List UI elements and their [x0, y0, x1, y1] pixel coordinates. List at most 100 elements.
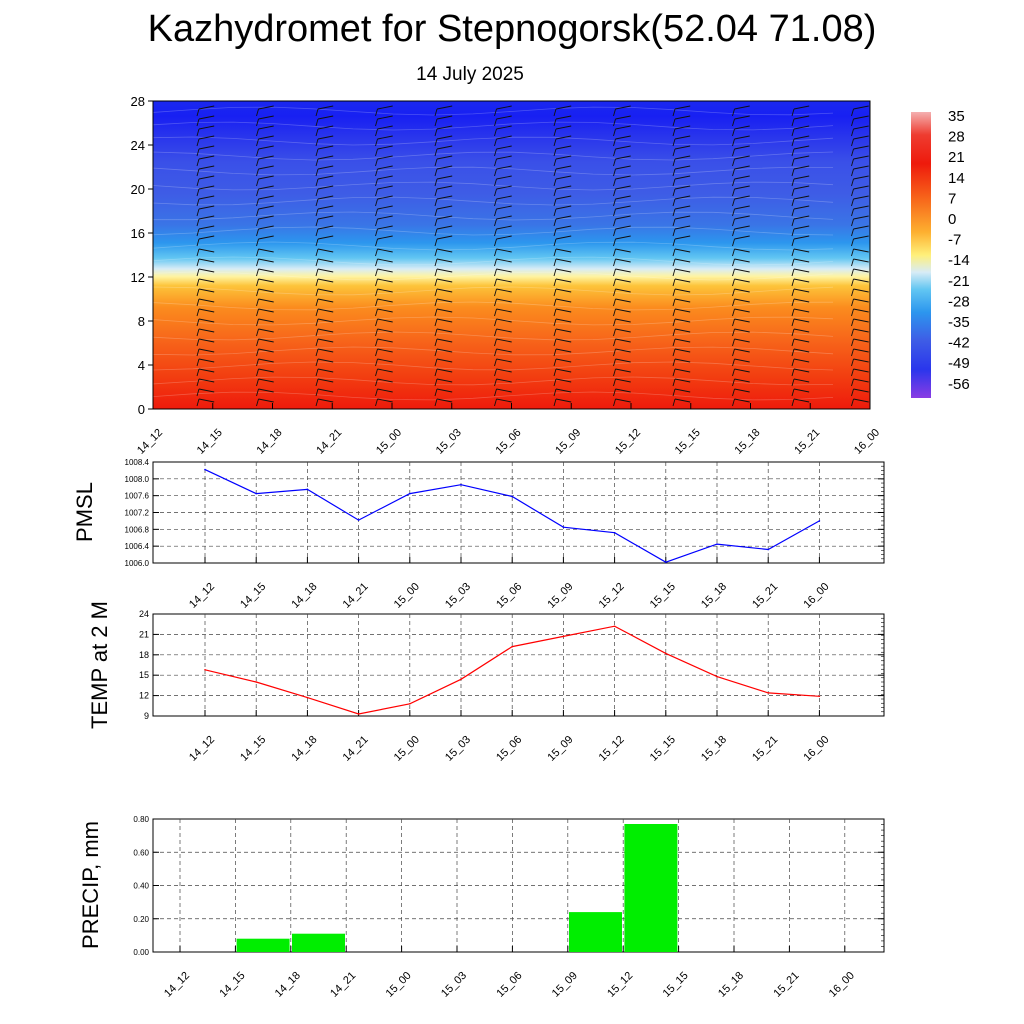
- wind-barb-flag: [732, 398, 735, 407]
- heatmap-xtick-label: 15_09: [553, 427, 583, 457]
- wind-barb-flag: [732, 228, 735, 237]
- precip-xtick-label: 15_12: [605, 970, 635, 1000]
- wind-barb: [258, 308, 274, 313]
- heatmap-xtick-label: 15_03: [434, 427, 464, 457]
- wind-barb-flag: [791, 108, 795, 117]
- wind-barb-flag: [613, 238, 616, 247]
- wind-barb: [793, 298, 810, 303]
- pmsl-ylabel: PMSL: [72, 482, 97, 542]
- wind-barb: [377, 298, 393, 303]
- wind-barb: [377, 308, 393, 313]
- heatmap-ytick-label: 28: [131, 94, 145, 109]
- wind-barb: [317, 298, 334, 303]
- wind-barb-flag: [672, 358, 676, 367]
- wind-barb: [496, 235, 512, 240]
- wind-barb: [615, 175, 631, 180]
- wind-barb: [198, 215, 215, 220]
- wind-barb: [674, 165, 691, 170]
- wind-barb: [555, 378, 572, 383]
- wind-barb: [198, 248, 215, 253]
- wind-barb-flag: [315, 238, 319, 247]
- wind-barb: [674, 175, 691, 180]
- wind-barb: [436, 145, 453, 150]
- wind-barb-flag: [613, 368, 616, 377]
- wind-barb-flag: [434, 198, 438, 207]
- wind-barb: [793, 155, 810, 160]
- wind-barb-flag: [196, 118, 200, 127]
- wind-barb: [853, 125, 869, 130]
- wind-barb-flag: [494, 198, 497, 207]
- wind-barb-flag: [791, 138, 795, 147]
- wind-barb-flag: [732, 328, 735, 337]
- wind-barb-flag: [196, 388, 200, 397]
- wind-barb-flag: [315, 258, 319, 267]
- contour-line: [152, 121, 834, 131]
- temp-point: [255, 681, 257, 683]
- wind-barb: [317, 328, 334, 333]
- wind-barb-flag: [791, 258, 795, 267]
- wind-barb-flag: [553, 388, 557, 397]
- wind-barb-flag: [851, 328, 854, 337]
- wind-barb-flag: [732, 288, 735, 297]
- wind-barb: [377, 288, 393, 293]
- wind-barb-flag: [732, 338, 735, 347]
- wind-barb-flag: [494, 108, 497, 117]
- wind-barb: [555, 348, 572, 353]
- contour-line: [152, 391, 834, 401]
- contour-line: [152, 271, 834, 281]
- wind-barb-flag: [732, 128, 735, 137]
- wind-barb: [258, 205, 274, 210]
- wind-barb: [793, 358, 810, 363]
- wind-barb: [377, 155, 393, 160]
- wind-barb: [555, 215, 572, 220]
- wind-barb: [674, 318, 691, 323]
- wind-barb: [615, 135, 631, 140]
- wind-barb-flag: [315, 378, 319, 387]
- heatmap-xtick-label: 15_18: [733, 427, 763, 457]
- wind-barb-flag: [196, 328, 200, 337]
- wind-barb: [734, 328, 750, 333]
- wind-barb-flag: [791, 228, 795, 237]
- wind-barb-flag: [434, 328, 438, 337]
- wind-barb: [496, 105, 512, 110]
- colorbar-label: -28: [948, 293, 970, 310]
- wind-barb: [377, 225, 393, 230]
- wind-barb-flag: [851, 278, 854, 287]
- pmsl-point: [460, 483, 462, 486]
- wind-barb-flag: [375, 208, 378, 217]
- wind-barb-flag: [851, 228, 854, 237]
- wind-barb: [377, 215, 393, 220]
- wind-barb: [793, 398, 810, 403]
- wind-barb-flag: [494, 278, 497, 287]
- wind-barb: [555, 258, 572, 263]
- wind-barb-flag: [851, 318, 854, 327]
- contour-line: [152, 241, 834, 251]
- wind-barb-flag: [613, 218, 616, 227]
- wind-barb: [793, 318, 810, 323]
- wind-barb: [674, 195, 691, 200]
- wind-barb-flag: [791, 248, 795, 257]
- wind-barb-flag: [256, 338, 259, 347]
- wind-barb: [674, 288, 691, 293]
- wind-barb: [317, 145, 334, 150]
- wind-barb-flag: [553, 368, 557, 377]
- wind-barb-flag: [434, 388, 438, 397]
- contour-line: [152, 136, 834, 146]
- precip-bar: [624, 824, 678, 952]
- wind-barb-flag: [553, 308, 557, 317]
- wind-barb: [853, 278, 869, 283]
- wind-barb: [734, 338, 750, 343]
- wind-barb-flag: [553, 148, 557, 157]
- wind-barb-flag: [672, 278, 676, 287]
- wind-barb: [496, 358, 512, 363]
- wind-barb: [198, 358, 215, 363]
- temp-xtick-label: 15_03: [443, 734, 473, 764]
- wind-barb: [496, 185, 512, 190]
- wind-barb-flag: [196, 108, 200, 117]
- wind-barb-flag: [256, 128, 259, 137]
- wind-barb: [674, 225, 691, 230]
- precip-ylabel: PRECIP, mm: [78, 821, 103, 949]
- wind-barb: [674, 298, 691, 303]
- wind-barb: [615, 185, 631, 190]
- temp-frame: [152, 613, 885, 717]
